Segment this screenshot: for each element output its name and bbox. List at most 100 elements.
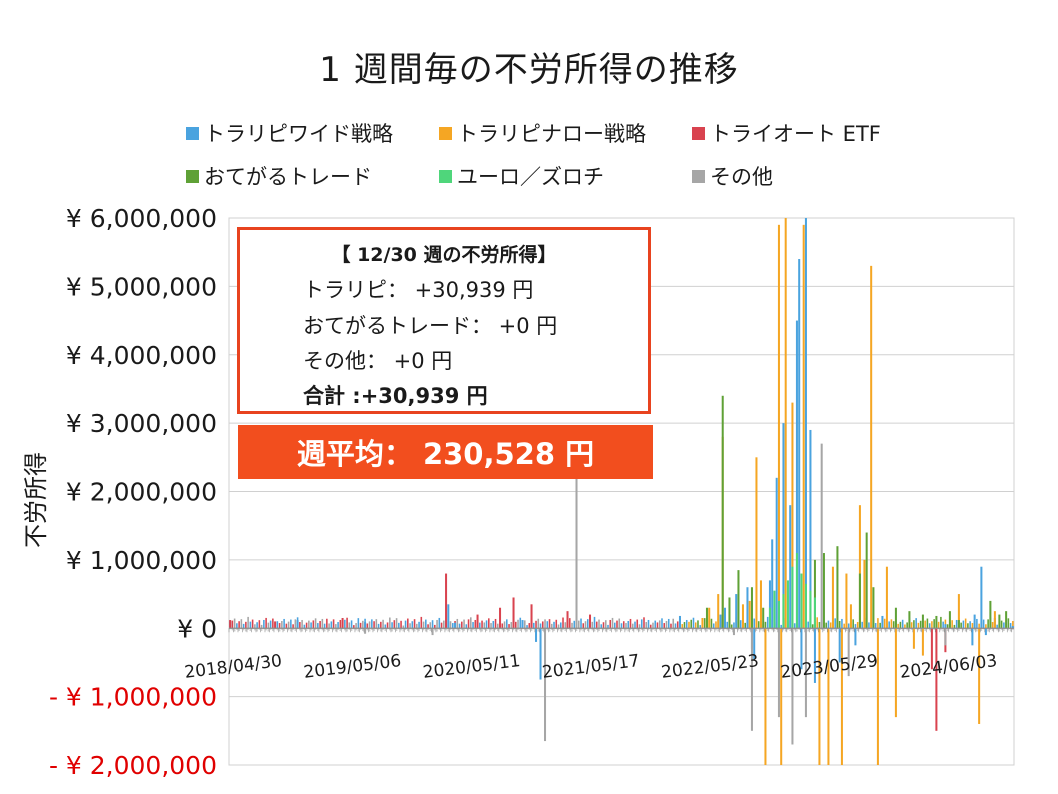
weekly-bar — [906, 622, 908, 629]
weekly-bar — [622, 621, 625, 629]
weekly-bar — [488, 618, 490, 629]
weekly-bar — [672, 618, 675, 629]
weekly-bar-negative — [613, 628, 616, 631]
weekly-bar-negative — [413, 628, 416, 632]
weekly-bar-negative — [789, 628, 791, 631]
series-bar — [791, 628, 794, 745]
weekly-bar-negative — [440, 628, 443, 631]
weekly-bar-negative — [670, 628, 672, 631]
series-bar — [512, 597, 515, 629]
weekly-bar-negative — [377, 628, 380, 631]
weekly-bar-negative — [260, 628, 263, 631]
legend-label: おてがるトレード — [204, 165, 372, 189]
x-tick-label: 2022/05/23 — [660, 651, 760, 683]
weekly-bar — [604, 620, 607, 629]
weekly-bar — [676, 621, 679, 629]
x-tick-labels: 2018/04/30 2019/05/06 2020/05/11 2021/05/17… — [183, 651, 998, 683]
weekly-bar — [638, 624, 641, 629]
weekly-bar — [285, 623, 288, 629]
weekly-bar — [793, 623, 796, 629]
weekly-bar — [301, 619, 303, 629]
weekly-bar-negative — [559, 628, 562, 632]
weekly-bar-negative — [458, 628, 461, 632]
weekly-bar — [694, 622, 697, 629]
weekly-bar — [386, 622, 389, 629]
legend-item-other: その他 — [692, 161, 773, 191]
weekly-bar — [434, 624, 436, 629]
weekly-bar — [546, 621, 549, 629]
weekly-bar-negative — [694, 628, 697, 632]
weekly-bar — [517, 619, 519, 629]
series-bar — [719, 614, 722, 629]
weekly-bar — [443, 620, 445, 629]
weekly-bar — [595, 621, 598, 629]
weekly-bar-negative — [238, 628, 240, 631]
weekly-bar — [928, 623, 931, 629]
series-bar — [838, 628, 841, 663]
weekly-bar — [519, 617, 522, 629]
weekly-bar — [692, 617, 695, 629]
weekly-bar-negative — [571, 628, 573, 632]
weekly-bar-negative — [281, 628, 283, 630]
weekly-bar — [897, 623, 899, 629]
weekly-bar-negative — [852, 628, 854, 632]
weekly-bar — [649, 624, 652, 629]
weekly-bar — [362, 620, 364, 629]
series-bar — [229, 620, 232, 629]
legend-item-otegaru: おてがるトレード — [186, 161, 372, 191]
weekly-bar — [892, 621, 895, 629]
y-tick-label: ¥ 5,000,000 — [66, 272, 217, 301]
weekly-bar-negative — [321, 628, 324, 631]
weekly-bar-negative — [989, 628, 992, 630]
weekly-bar-negative — [820, 628, 823, 630]
weekly-bar-negative — [625, 628, 627, 631]
weekly-bar — [308, 620, 310, 629]
weekly-bar — [960, 622, 962, 629]
weekly-bar-negative — [928, 628, 931, 631]
weekly-bar — [904, 624, 906, 629]
weekly-bar — [323, 623, 326, 629]
weekly-bar — [294, 619, 297, 629]
weekly-bar — [359, 622, 362, 629]
weekly-bar — [332, 619, 335, 629]
weekly-bar — [744, 622, 746, 629]
weekly-bar — [422, 621, 425, 629]
weekly-bar-negative — [301, 628, 303, 632]
weekly-bar — [366, 623, 369, 629]
weekly-bar — [910, 622, 913, 629]
weekly-bar-negative — [1003, 628, 1005, 631]
weekly-bar-negative — [742, 628, 744, 630]
series-bar — [499, 607, 502, 629]
weekly-bar-negative — [863, 628, 866, 632]
weekly-bar — [402, 625, 405, 629]
weekly-bar — [602, 622, 605, 629]
weekly-bar — [942, 621, 944, 629]
weekly-bar-negative — [823, 628, 825, 631]
weekly-bar-negative — [438, 628, 441, 630]
weekly-bar — [829, 622, 832, 629]
weekly-bar — [937, 621, 940, 629]
weekly-bar-negative — [249, 628, 252, 631]
series-bar — [804, 628, 807, 718]
weekly-bar — [978, 623, 980, 629]
weekly-bar — [568, 618, 571, 629]
weekly-bar — [272, 618, 274, 629]
weekly-bar — [544, 619, 546, 629]
weekly-bar-negative — [762, 628, 764, 632]
weekly-bar — [663, 623, 666, 629]
weekly-bar — [267, 622, 270, 629]
weekly-bar-negative — [514, 628, 517, 632]
weekly-bar-negative — [721, 628, 724, 631]
weekly-bar — [514, 621, 517, 629]
weekly-bar-negative — [901, 628, 904, 631]
weekly-bar-negative — [505, 628, 508, 630]
weekly-bar-negative — [784, 628, 787, 632]
weekly-bar-negative — [332, 628, 335, 631]
weekly-bar-negative — [726, 628, 729, 631]
legend-swatch — [692, 126, 705, 140]
weekly-bar-negative — [643, 628, 645, 631]
series-bar — [863, 559, 866, 629]
weekly-bar — [492, 621, 495, 629]
weekly-bar-negative — [697, 628, 699, 630]
